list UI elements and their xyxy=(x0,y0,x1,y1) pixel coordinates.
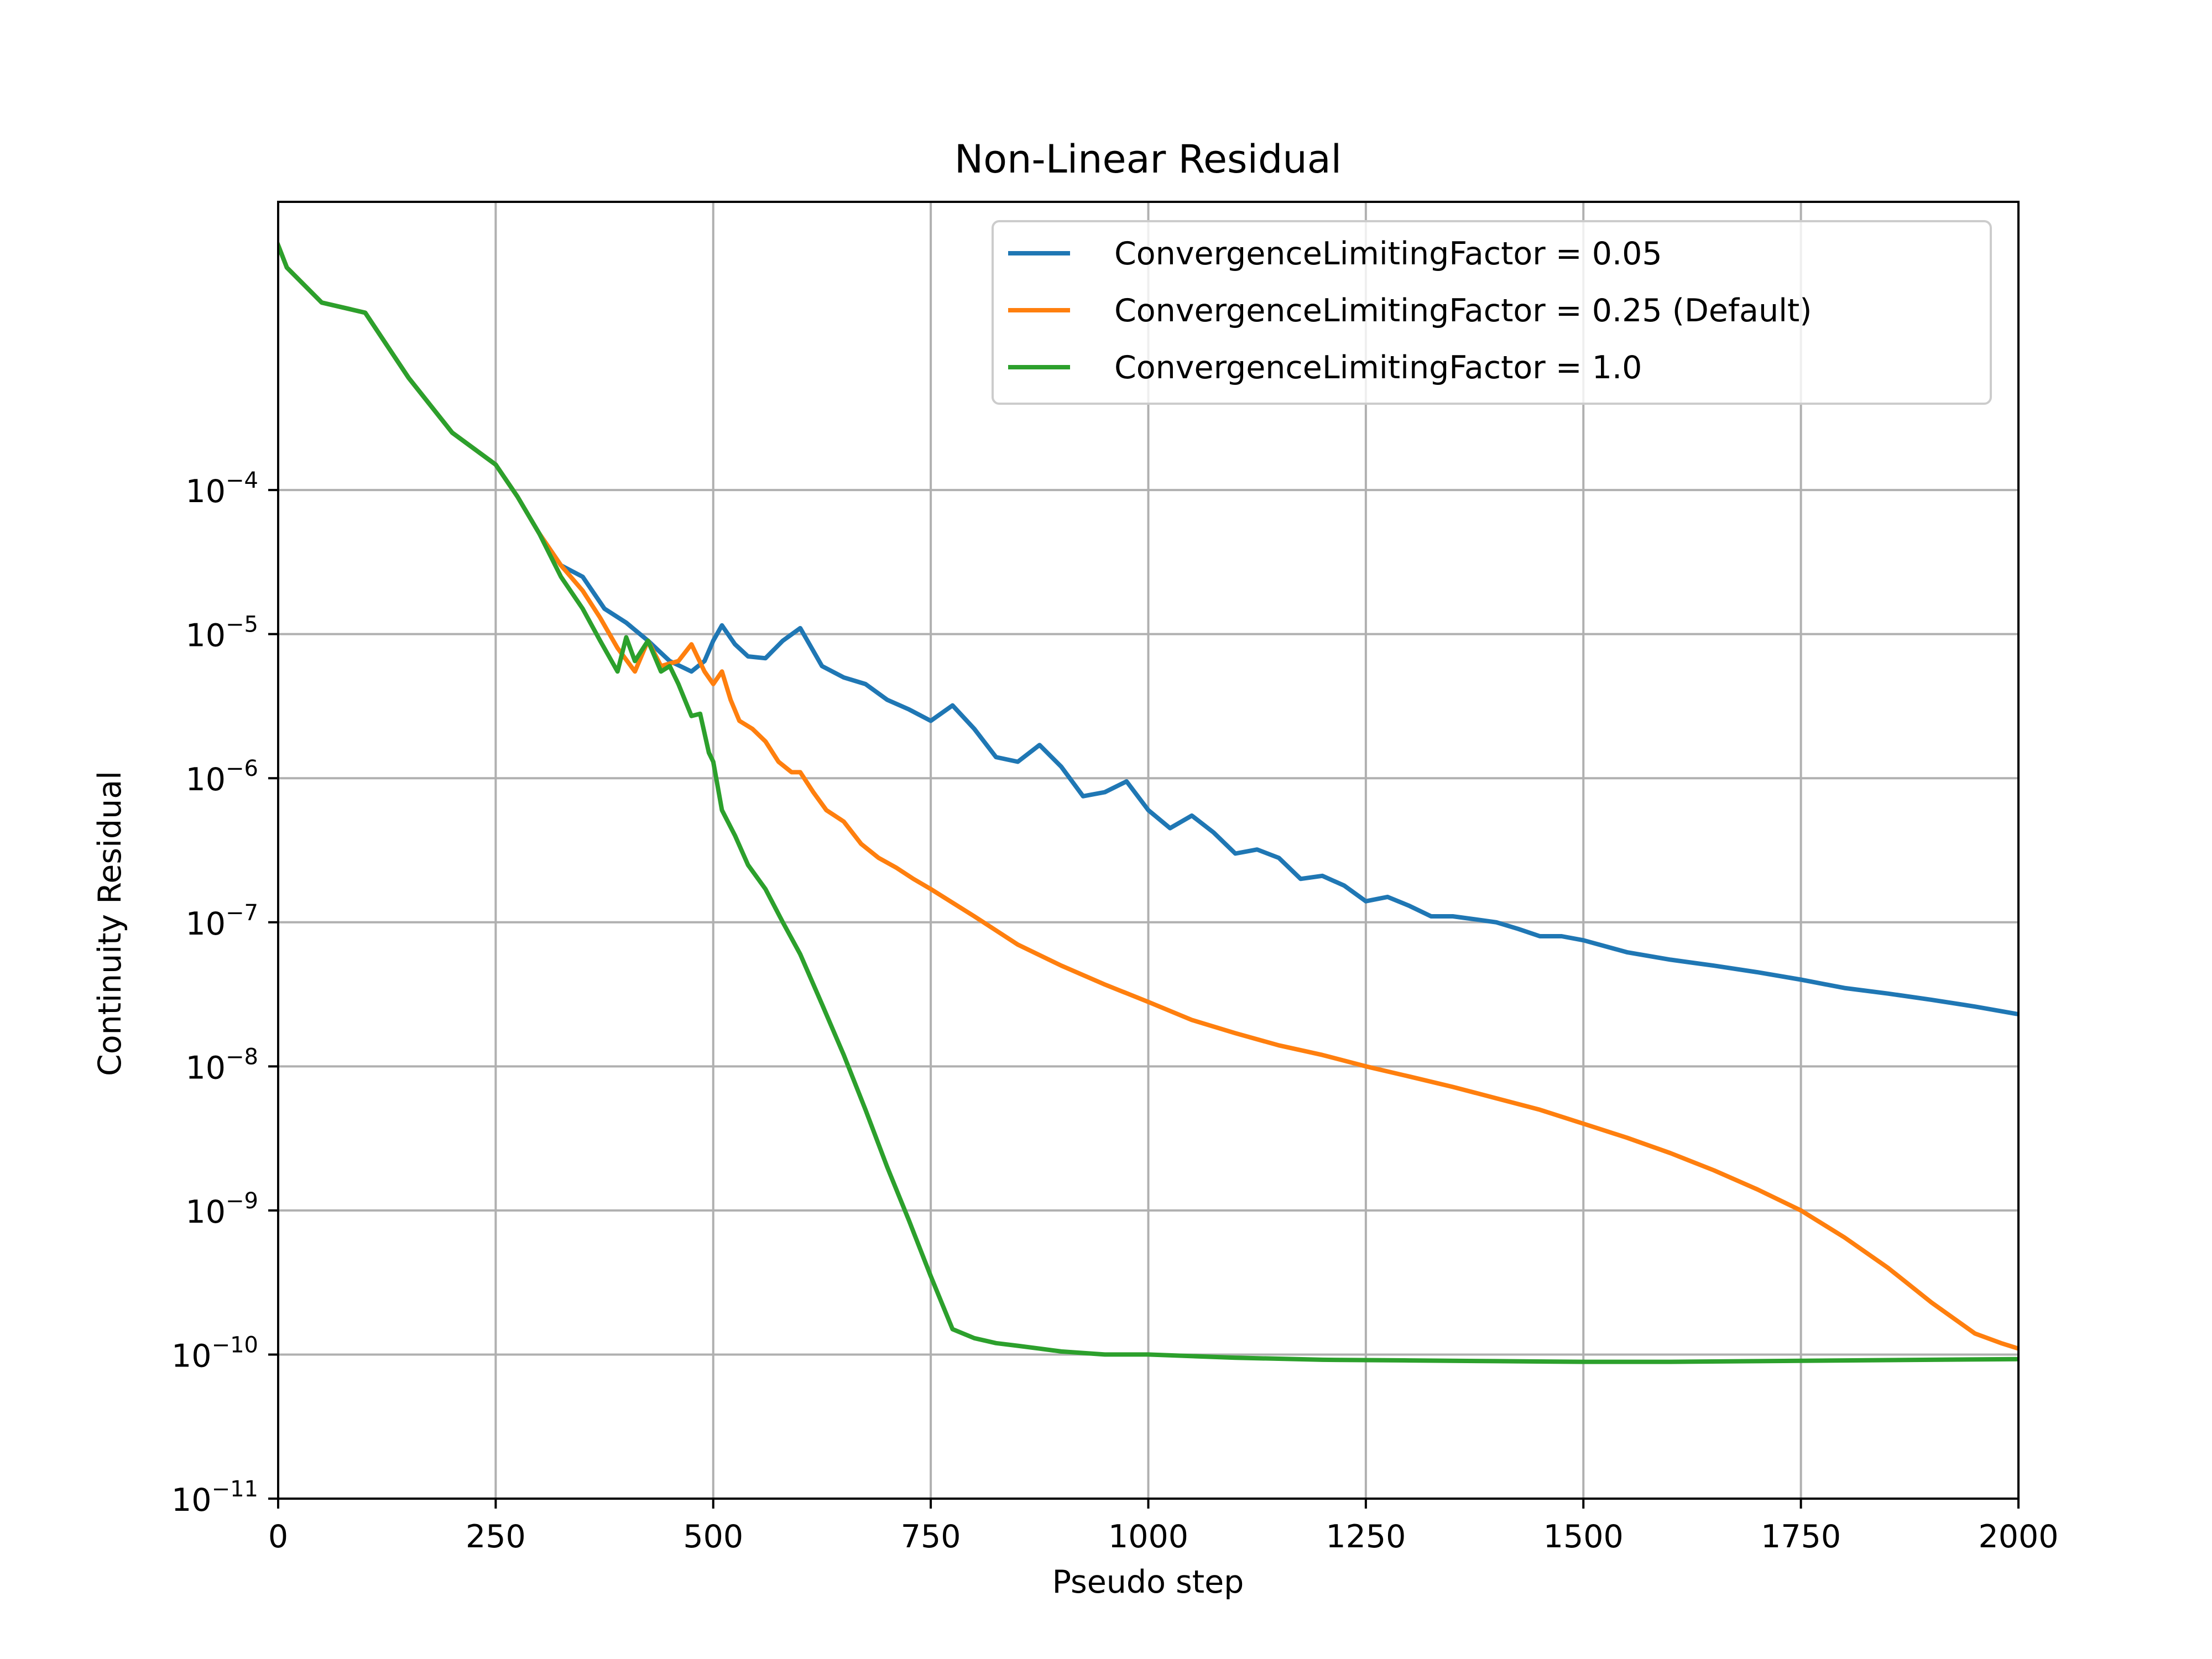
x-tick-label: 2000 xyxy=(1978,1519,2058,1555)
x-tick-label: 1250 xyxy=(1326,1519,1406,1555)
legend-box xyxy=(992,220,1992,405)
x-axis-label: Pseudo step xyxy=(1052,1564,1244,1600)
x-tick-label: 1500 xyxy=(1543,1519,1624,1555)
series-line-1 xyxy=(278,242,2018,1017)
y-tick-label: 10−7 xyxy=(186,900,259,942)
x-tick-label: 750 xyxy=(901,1519,961,1555)
x-tick-label: 250 xyxy=(466,1519,526,1555)
legend-label: ConvergenceLimitingFactor = 0.25 (Defaul… xyxy=(1114,293,1812,329)
y-tick-label: 10−11 xyxy=(171,1477,258,1519)
series-line-2 xyxy=(278,242,2018,1351)
x-tick-label: 1000 xyxy=(1108,1519,1188,1555)
legend-label: ConvergenceLimitingFactor = 1.0 xyxy=(1114,349,1642,386)
y-axis-label: Continuity Residual xyxy=(92,771,128,1076)
y-tick-label: 10−10 xyxy=(171,1332,258,1374)
legend-label: ConvergenceLimitingFactor = 0.05 xyxy=(1114,236,1662,272)
series-line-3 xyxy=(278,242,2018,1364)
chart-title: Non-Linear Residual xyxy=(954,137,1342,182)
y-tick-label: 10−9 xyxy=(186,1188,259,1230)
x-tick-label: 0 xyxy=(268,1519,288,1555)
y-tick-label: 10−4 xyxy=(186,468,259,510)
y-tick-label: 10−8 xyxy=(186,1044,259,1086)
legend: ConvergenceLimitingFactor = 0.05 Converge… xyxy=(992,220,1992,405)
series-lines xyxy=(278,242,2018,1364)
x-tick-label: 1750 xyxy=(1761,1519,1841,1555)
y-tick-label: 10−5 xyxy=(186,612,259,654)
x-tick-label: 500 xyxy=(683,1519,743,1555)
ticks: 0 250 500 750 1000 1250 1500 1750 2000 10−11 10−10… xyxy=(171,468,2058,1555)
y-tick-label: 10−6 xyxy=(186,756,259,798)
